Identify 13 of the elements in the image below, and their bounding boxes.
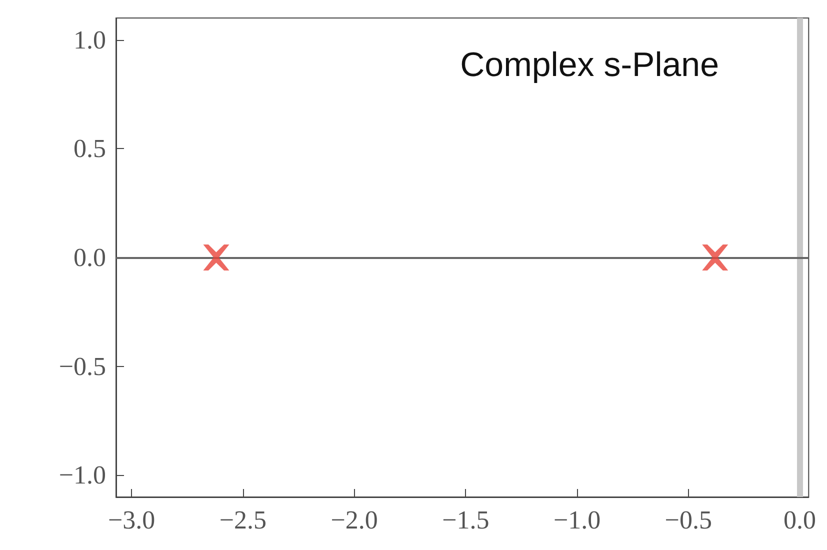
y-tick-label: −0.5 bbox=[58, 352, 106, 381]
y-tick-label: 0.0 bbox=[74, 243, 106, 272]
y-tick-label: 0.5 bbox=[74, 134, 106, 164]
x-tick-label: −2.5 bbox=[219, 506, 267, 534]
y-tick-label: −1.0 bbox=[58, 460, 106, 490]
x-tick-label: 0.0 bbox=[784, 506, 816, 534]
x-tick-label: −1.0 bbox=[553, 506, 601, 534]
x-tick-label: −0.5 bbox=[664, 506, 712, 534]
x-tick-label: −2.0 bbox=[330, 506, 378, 534]
annotation: Complex s-Plane bbox=[460, 46, 720, 84]
y-tick-label: 1.0 bbox=[74, 25, 106, 54]
x-tick-label: −3.0 bbox=[108, 506, 156, 534]
x-tick-label: −1.5 bbox=[442, 506, 490, 534]
